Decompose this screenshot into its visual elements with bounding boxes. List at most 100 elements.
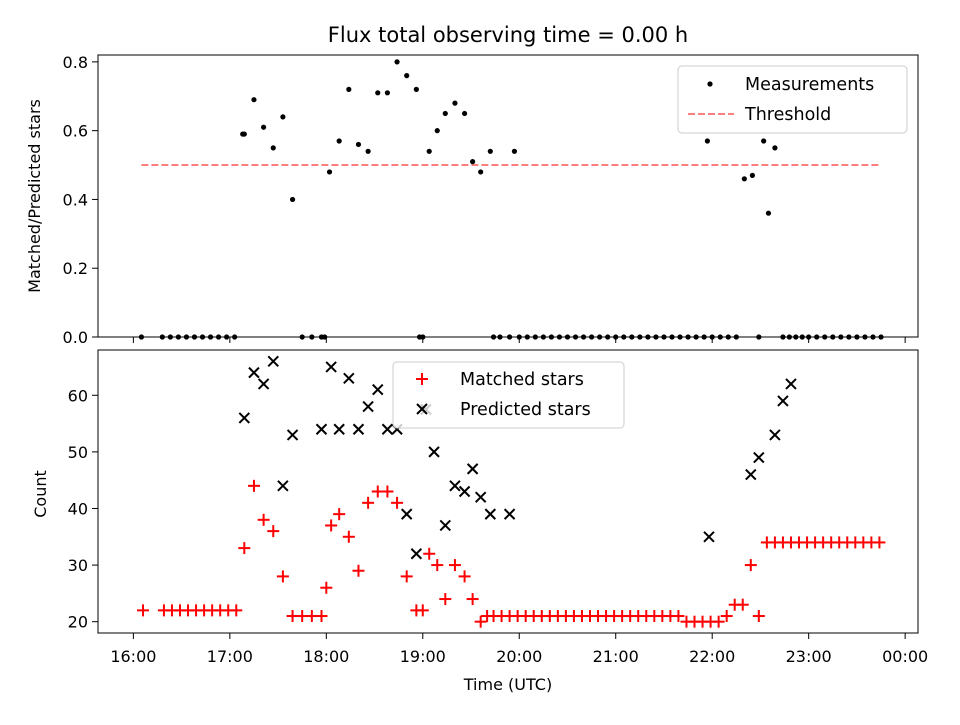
measurement-point: [772, 145, 778, 151]
predicted-star-point: [277, 480, 289, 492]
predicted-star-point: [325, 361, 337, 373]
top-y-axis-label: Matched/Predicted stars: [25, 99, 44, 293]
measurement-point: [413, 86, 419, 92]
predicted-star-point: [362, 400, 374, 413]
matched-star-point: [230, 604, 243, 617]
predicted-star-point: [248, 366, 260, 379]
matched-star-point: [267, 525, 280, 538]
matched-star-point: [712, 615, 725, 628]
x-tick-label: 17:00: [207, 647, 253, 666]
measurement-point: [215, 334, 222, 340]
predicted-star-point: [315, 423, 328, 435]
measurement-point: [336, 138, 342, 144]
measurement-point: [452, 100, 458, 106]
measurement-point: [487, 148, 493, 154]
measurement-point: [232, 334, 238, 340]
matched-star-point: [458, 570, 471, 583]
measurement-point: [793, 334, 799, 340]
matched-star-point: [362, 496, 375, 509]
predicted-star-point: [238, 412, 251, 424]
matched-star-point: [333, 508, 346, 521]
matched-star-point: [736, 598, 749, 611]
measurement-point: [420, 334, 426, 340]
measurement-point: [685, 334, 691, 340]
predicted-star-point: [745, 468, 757, 481]
measurement-point: [224, 334, 230, 340]
measurement-point: [733, 334, 739, 340]
matched-star-point: [320, 581, 333, 594]
measurement-point: [756, 334, 762, 340]
measurement-point: [780, 334, 786, 340]
top-y-tick-label: 0.2: [63, 259, 88, 278]
x-tick-label: 21:00: [593, 647, 639, 666]
matched-star-point: [257, 513, 270, 526]
measurement-point: [309, 334, 315, 340]
top-y-tick-label: 0.6: [63, 122, 88, 141]
measurement-point: [426, 148, 432, 154]
predicted-star-point: [410, 548, 423, 560]
legend-measurements-marker: [707, 81, 713, 87]
matched-star-point: [381, 485, 394, 498]
matched-star-point: [137, 604, 150, 617]
predicted-star-point: [381, 423, 394, 435]
predicted-star-point: [286, 429, 299, 441]
matched-star-point: [325, 519, 338, 532]
measurement-point: [404, 73, 410, 79]
measurement-point: [830, 334, 836, 340]
measurement-point: [322, 334, 328, 340]
top-y-axis: 0.0 0.2 0.4 0.6 0.8: [63, 53, 98, 347]
measurement-point: [159, 334, 165, 340]
top-legend: Measurements Threshold: [677, 65, 908, 134]
measurement-point: [572, 334, 579, 340]
matched-star-point: [276, 570, 289, 583]
measurement-point: [251, 97, 257, 103]
predicted-star-point: [449, 480, 461, 492]
matched-star-point: [466, 593, 479, 606]
measurement-point: [701, 334, 707, 340]
measurement-point: [761, 138, 767, 144]
matched-star-point: [400, 570, 413, 583]
measurement-point: [199, 334, 206, 340]
matched-star-point: [439, 593, 452, 606]
measurement-point: [461, 110, 468, 117]
measurement-point: [384, 90, 391, 96]
x-tick-label: 16:00: [110, 647, 156, 666]
measurement-point: [511, 148, 518, 154]
top-panel: Flux total observing time = 0.00 h 0.00.…: [25, 23, 919, 347]
measurement-point: [621, 334, 627, 340]
measurement-point: [854, 334, 860, 340]
measurement-point: [717, 334, 723, 340]
chart-title: Flux total observing time = 0.00 h: [328, 23, 688, 47]
matched-star-point: [431, 559, 444, 572]
matched-star-point: [873, 536, 886, 549]
x-axis-label: Time (UTC): [463, 675, 552, 694]
legend-predicted-marker: [416, 403, 428, 415]
predicted-star-point: [753, 451, 765, 464]
measurement-point: [434, 128, 440, 134]
predicted-star-point: [785, 378, 797, 390]
bottom-panel: 20 30 40 50 60 16:00 17:00 18:00 19:00 20:00 21:0…: [31, 349, 928, 694]
measurement-point: [661, 334, 667, 340]
predicted-star-point: [428, 446, 440, 458]
bottom-legend-box: [392, 361, 625, 429]
measurement-point: [629, 334, 635, 340]
x-tick-label: 20:00: [496, 647, 542, 666]
measurement-point: [326, 169, 333, 175]
measurement-point: [693, 334, 699, 340]
predicted-star-point: [333, 423, 345, 435]
measurement-point: [878, 334, 884, 340]
bottom-y-axis-label: Count: [31, 470, 50, 518]
measurement-point: [355, 141, 362, 148]
measurement-point: [605, 334, 611, 340]
matched-star-point: [720, 610, 733, 623]
x-tick-label: 00:00: [882, 647, 928, 666]
measurement-point: [261, 124, 267, 130]
measurement-point: [806, 334, 812, 340]
predicted-star-point: [458, 485, 471, 498]
matched-star-point: [352, 564, 365, 577]
measurement-point: [524, 334, 530, 340]
measurement-point: [289, 196, 296, 203]
measurement-point: [375, 90, 381, 96]
measurement-point: [138, 334, 145, 340]
x-tick-label: 18:00: [303, 647, 349, 666]
